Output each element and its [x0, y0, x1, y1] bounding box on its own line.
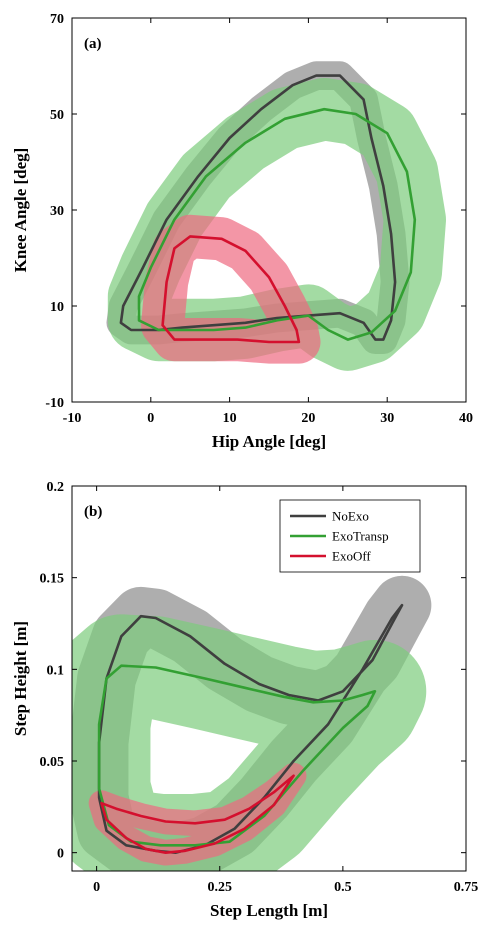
panel-b-y-axis-label: Step Height [m]	[11, 621, 30, 736]
panel-a-line-exooff	[161, 235, 301, 344]
panel-b-line-exotransp	[97, 664, 377, 847]
panel-a-xtick-label: 10	[223, 411, 237, 426]
panel-a-ytick-label: -10	[45, 396, 64, 411]
panel-b-ytick-label: 0.15	[40, 572, 65, 587]
panel-a-xtick-label: 20	[301, 411, 315, 426]
panel-a-panel-label: (a)	[84, 36, 102, 52]
panel-a-y-axis-label: Knee Angle [deg]	[11, 148, 30, 273]
panel-b-xtick-label: 0.75	[454, 880, 479, 895]
panel-a-ytick-label: 50	[50, 108, 64, 123]
legend-label-exotransp: ExoTransp	[332, 529, 389, 544]
legend-label-exooff: ExoOff	[332, 549, 371, 564]
panel-a-line-noexo	[119, 74, 397, 341]
panel-b-x-axis-label: Step Length [m]	[210, 901, 328, 920]
panel-a: -10 0 10 20 30 40 -10 10 30 50 70 Hip Angle [deg] Kn…	[11, 12, 473, 451]
panel-b-legend: NoExo ExoTransp ExoOff	[279, 499, 421, 573]
panel-a-line-exotransp	[137, 107, 417, 341]
panel-b-ytick-label: 0.1	[47, 663, 65, 678]
panel-a-band-exooff	[141, 214, 321, 364]
panel-b-plot-area	[72, 575, 432, 871]
panel-a-xtick-label: 0	[147, 411, 154, 426]
panel-a-xtick-label: -10	[63, 411, 82, 426]
panel-a-xtick-label: 40	[459, 411, 473, 426]
panel-b-xtick-label: 0	[93, 880, 100, 895]
panel-a-xtick-label: 30	[380, 411, 394, 426]
panel-b-xtick-label: 0.5	[334, 880, 352, 895]
panel-a-ytick-label: 10	[50, 300, 64, 315]
panel-b-xtick-label: 0.25	[208, 880, 233, 895]
panel-b-ytick-label: 0.05	[40, 755, 65, 770]
panel-b-axes-frame	[71, 485, 467, 872]
panel-a-ytick-label: 30	[50, 204, 64, 219]
panel-a-ytick-label: 70	[50, 12, 64, 27]
panel-a-plot-area	[106, 61, 446, 371]
panel-b-panel-label: (b)	[84, 504, 102, 520]
panel-b-line-exooff	[100, 774, 295, 854]
panel-b: 0 0.25 0.5 0.75 0 0.05 0.1 0.15 0.2 Step Length […	[11, 480, 478, 920]
panel-a-x-axis-label: Hip Angle [deg]	[212, 432, 326, 451]
panel-b-ytick-label: 0	[57, 847, 64, 862]
panel-b-ytick-label: 0.2	[47, 480, 65, 495]
legend-label-noexo: NoExo	[332, 509, 369, 524]
